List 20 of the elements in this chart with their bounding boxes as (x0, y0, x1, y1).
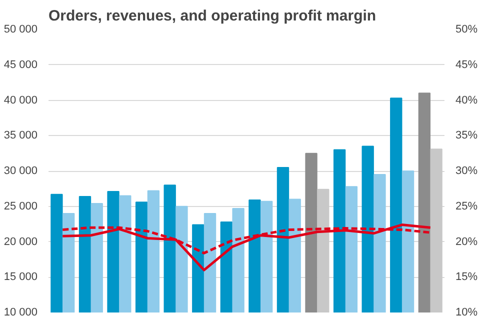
y-tick-label: 15 000 (4, 271, 38, 284)
y2-tick-label: 30% (456, 165, 478, 177)
y2-tick-label: 40% (456, 94, 478, 106)
chart-title: Orders, revenues, and operating profit margin (48, 8, 376, 24)
y2-tick-label: 15% (456, 271, 478, 284)
y-tick-label: 45 000 (4, 58, 38, 71)
y-tick-label: 10 000 (4, 306, 38, 318)
y-tick-label: 40 000 (4, 94, 38, 106)
y2-tick-label: 25% (456, 200, 478, 212)
y-tick-label: 30 000 (4, 165, 38, 177)
y2-tick-label: 35% (456, 130, 478, 142)
y-tick-label: 20 000 (4, 236, 38, 248)
y2-tick-label: 20% (456, 236, 478, 248)
y2-tick-label: 45% (456, 58, 478, 71)
y2-tick-label: 50% (456, 24, 478, 36)
y-tick-label: 25 000 (4, 200, 38, 212)
line-series (61, 224, 432, 272)
y2-tick-label: 10% (456, 306, 478, 318)
y-tick-label: 35 000 (4, 130, 38, 142)
y-tick-label: 50 000 (4, 24, 38, 36)
